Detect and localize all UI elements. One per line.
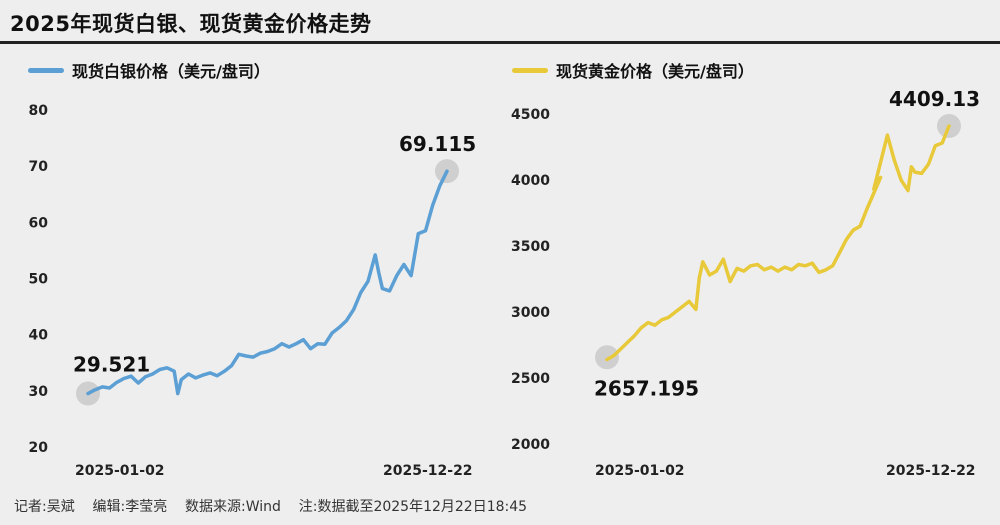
gold-legend-swatch — [512, 67, 548, 73]
silver-start-value: 29.521 — [73, 353, 150, 377]
silver-ytick-5: 70 — [29, 159, 49, 175]
gold-xlabel-end: 2025-12-22 — [886, 463, 976, 479]
gold-start-marker — [595, 345, 619, 370]
silver-end-value: 69.115 — [399, 132, 476, 156]
silver-ytick-3: 50 — [29, 272, 49, 288]
gold-ytick-3: 3500 — [511, 239, 550, 255]
gold-xlabel-start: 2025-01-02 — [595, 463, 685, 479]
silver-ytick-4: 60 — [29, 215, 49, 231]
gold-ytick-0: 2000 — [511, 437, 550, 453]
gold-ytick-1: 2500 — [511, 371, 550, 387]
silver-xlabel-end: 2025-12-22 — [383, 463, 473, 479]
gold-series-line — [605, 124, 951, 362]
gold-start-value: 2657.195 — [594, 376, 699, 400]
silver-xlabel-start: 2025-01-02 — [75, 463, 165, 479]
gold-ytick-4: 4000 — [511, 173, 550, 189]
gold-legend: 现货黄金价格（美元/盘司） — [512, 58, 754, 82]
gold-end-value: 4409.13 — [889, 87, 980, 111]
gold-ytick-5: 4500 — [511, 107, 550, 123]
title-rule — [0, 41, 1000, 44]
gold-legend-label: 现货黄金价格（美元/盘司） — [556, 62, 754, 81]
gold-ytick-2: 3000 — [511, 305, 550, 321]
silver-ytick-2: 40 — [29, 328, 49, 344]
silver-series-line — [86, 169, 449, 396]
silver-ytick-1: 30 — [29, 384, 49, 400]
silver-legend-label: 现货白银价格（美元/盘司） — [72, 62, 270, 81]
footer-note: 记者:吴斌 编辑:李莹亮 数据来源:Wind 注:数据截至2025年12月22日… — [14, 499, 528, 515]
silver-legend-swatch — [28, 67, 64, 73]
page-title: 2025年现货白银、现货黄金价格走势 — [10, 12, 372, 36]
silver-ytick-0: 20 — [29, 440, 49, 456]
silver-legend: 现货白银价格（美元/盘司） — [28, 58, 270, 82]
silver-ytick-6: 80 — [29, 103, 49, 119]
